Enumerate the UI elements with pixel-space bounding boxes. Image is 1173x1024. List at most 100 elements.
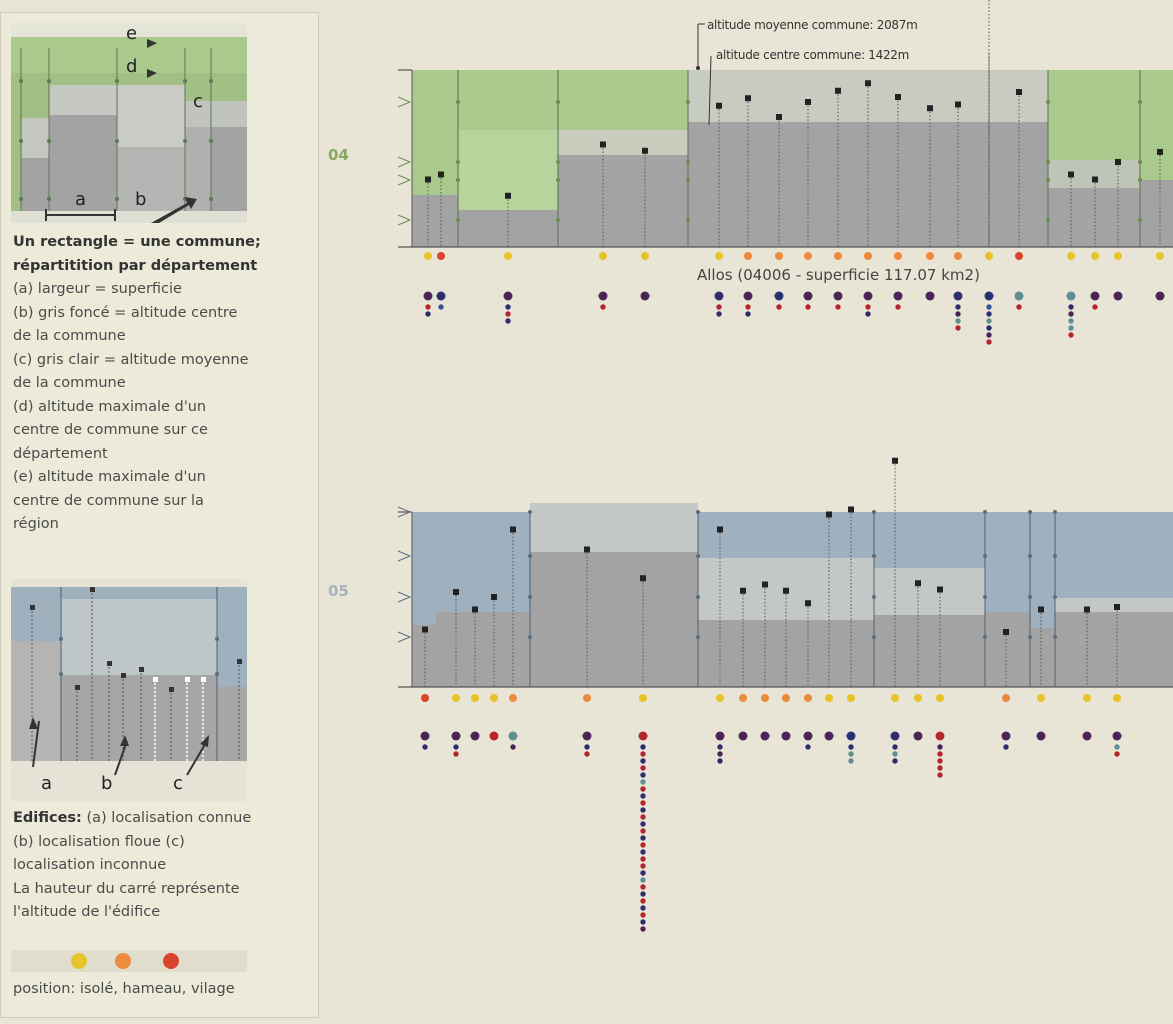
edifice-dot [774,291,784,301]
edifice-dot [835,304,841,310]
edifice-dot [508,731,518,741]
edifice-dot [505,311,511,317]
edifice-dot [640,891,646,897]
commune-center-rect [1055,612,1173,687]
edifice-dot [714,291,724,301]
edifice-dot [436,291,446,301]
edifice-dot [892,744,898,750]
position-legend-strip [11,950,247,972]
position-dot [1113,694,1121,702]
department-band [412,70,688,247]
position-dot [641,252,649,260]
commune-avg-rect [530,503,698,687]
level-dot [872,510,876,514]
legend2-letter-c: c [173,773,183,794]
edifice-dot [1068,332,1074,338]
edifice-dot [1003,744,1009,750]
position-dot [716,694,724,702]
building-square [915,580,921,587]
edifice-dot [833,291,843,301]
edifice-dot [425,311,431,317]
building-square [716,102,722,109]
edifice-dot [776,304,782,310]
edifice-dot [716,304,722,310]
commune-center-rect [874,615,985,687]
edifice-dot [640,291,650,301]
level-dot [556,218,560,222]
building-square [1157,149,1163,155]
position-dot [1114,252,1122,260]
edifice-dot [640,758,646,764]
edifice-dot [717,744,723,750]
edifice-dot [453,751,459,757]
building-square [425,176,431,183]
building-square [491,594,497,600]
edifice-dot [425,304,431,310]
edifice-dot [986,318,992,324]
legend-dot-village [163,953,179,969]
edifice-dot [600,304,606,310]
commune-center-rect [1048,188,1140,247]
level-dot [696,635,700,639]
commune-center-rect [1030,628,1055,687]
edifice-dot [1068,304,1074,310]
edifice-dot [803,731,813,741]
edifice-dot [745,311,751,317]
building-square [642,147,648,154]
legend-letter-e: e [126,23,138,44]
legend-text-communes: Un rectangle = une commune; répartititio… [13,231,313,537]
level-chevron [397,156,412,168]
building-square [640,575,646,582]
edifice-dot [640,807,646,813]
building-square [762,581,768,588]
edifice-dot [745,304,751,310]
legend-letter-c: c [193,91,203,112]
legend-panel: e d c a b Un rectangle = une commune; ré… [0,12,319,1018]
edifice-dot [848,751,854,757]
edifice-dot [1082,731,1092,741]
commune-center-rect [1140,180,1173,247]
level-dot [1028,595,1032,599]
edifice-dot [716,311,722,317]
legend-line: (b) gris foncé = altitude centre [13,304,238,321]
legend-diagram-edifices [11,579,247,801]
edifice-dot [986,311,992,317]
edifice-dot [640,751,646,757]
building-square [783,587,789,594]
level-dot [983,554,987,558]
level-dot [696,554,700,558]
legend2-letter-a: a [41,773,53,794]
commune-avg-rect [1048,160,1140,247]
building-square [865,80,871,87]
legend-line: localisation inconnue [13,857,167,873]
edifice-dot [1155,291,1165,301]
level-dot [1028,510,1032,514]
edifice-dot [423,291,433,301]
position-dot [739,694,747,702]
edifice-dot [1036,731,1046,741]
commune-hover-label: Allos (04006 - superficie 117.07 km2) [697,266,980,284]
building-square [1016,89,1022,95]
edifice-dot [640,919,646,925]
commune-avg-rect [558,130,688,247]
edifice-dot [865,304,871,310]
edifice-dot [640,856,646,862]
level-dot [696,595,700,599]
building-square [717,526,723,533]
level-dot [1046,178,1050,182]
position-dot [490,694,498,702]
edifice-dot [640,926,646,932]
position-dot [421,694,429,702]
edifice-dot [953,291,963,301]
level-dot [456,100,460,104]
commune-avg-rect [874,568,985,687]
position-dot [775,252,783,260]
position-dot [1067,252,1075,260]
edifice-dot [717,751,723,757]
legend-line: centre de commune sur la [13,492,204,509]
position-dot [437,252,445,260]
edifice-dot [505,304,511,310]
legend-diagram-communes [11,23,247,223]
edifice-dot [848,744,854,750]
position-dot [985,252,993,260]
